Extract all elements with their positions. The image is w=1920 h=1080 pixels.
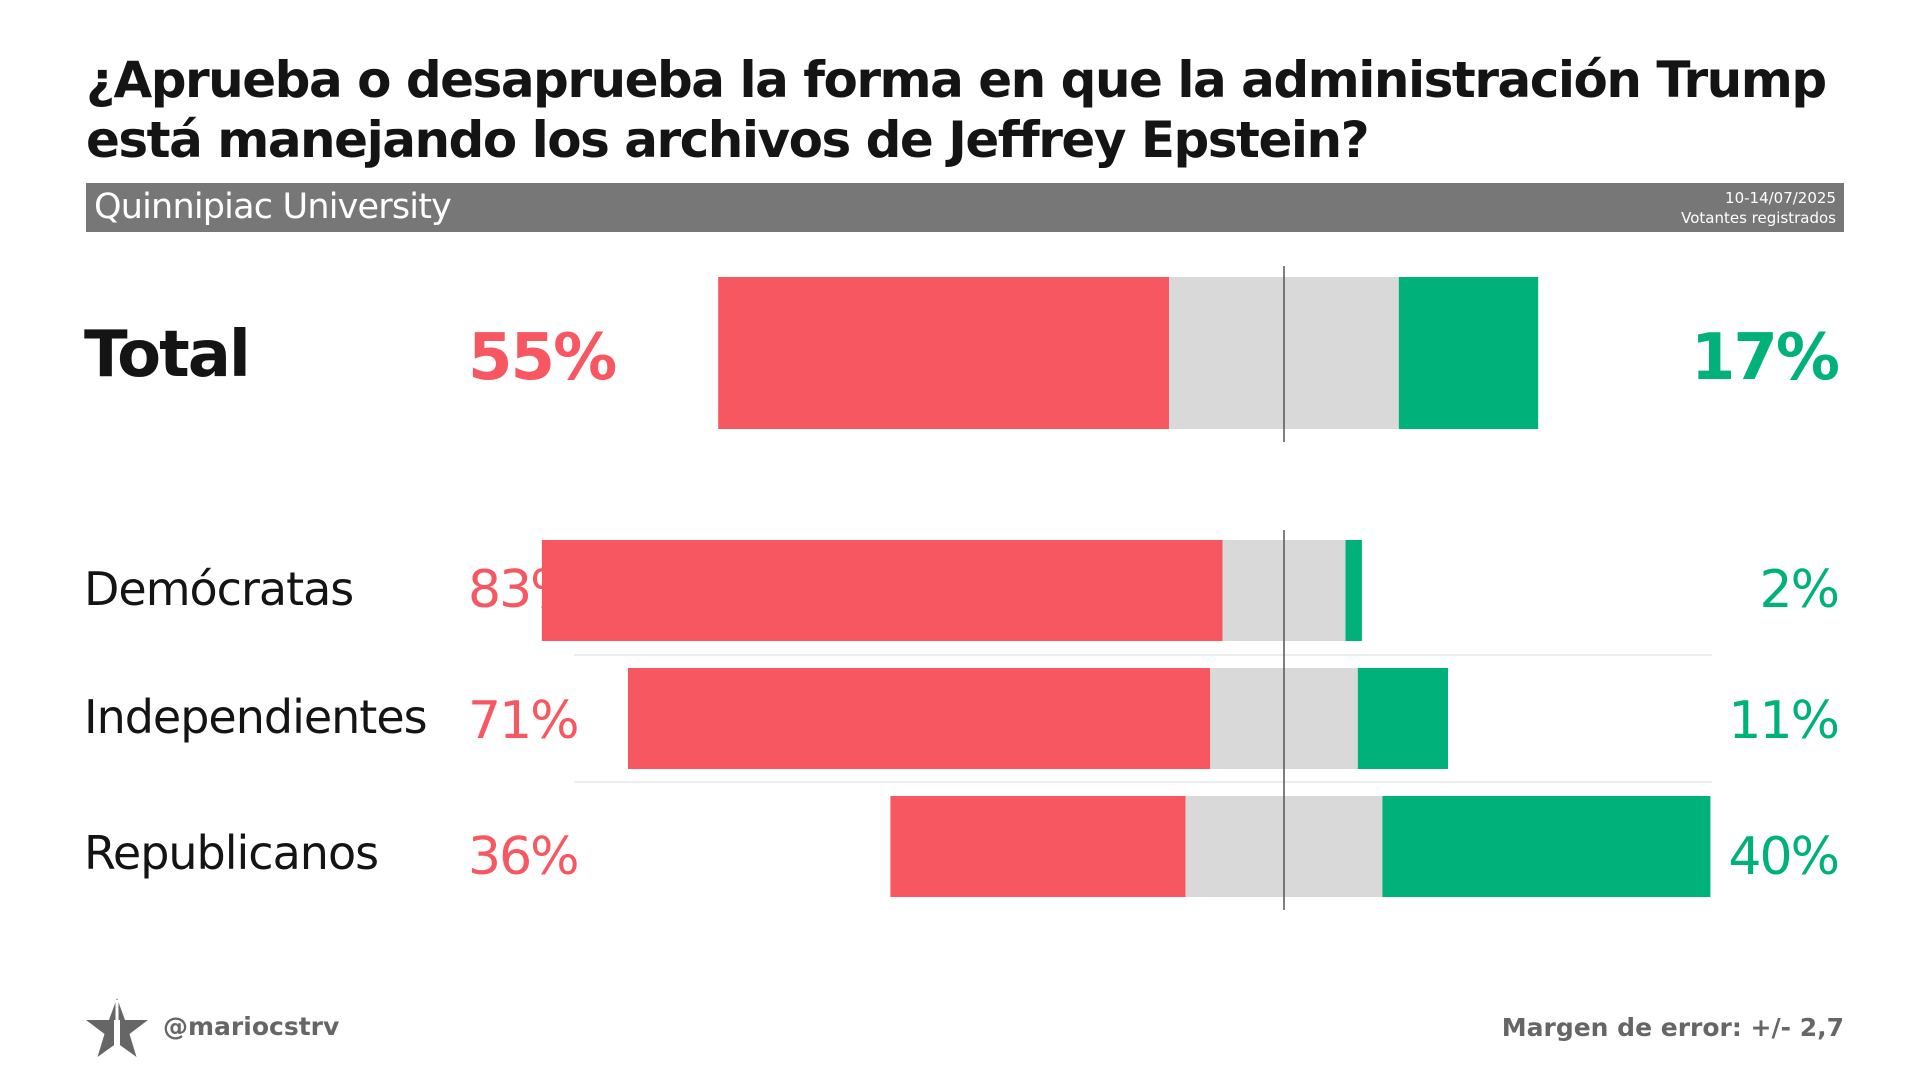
star-logo-icon [86, 998, 148, 1057]
bar-disapprove-total [718, 277, 1170, 429]
label-approve-independientes: 11% [1728, 691, 1838, 751]
bar-approve-democratas [1345, 540, 1362, 641]
source-bar: Quinnipiac University 10-14/07/2025 Vota… [86, 183, 1844, 232]
bar-approve-independientes [1357, 668, 1448, 769]
label-disapprove-democratas: 83% [468, 560, 578, 620]
label-approve-total: 17% [1691, 321, 1839, 395]
bar-approve-republicanos [1382, 796, 1711, 897]
chart-title-line-1: ¿Aprueba o desaprueba la forma en que la… [86, 51, 1827, 109]
label-disapprove-independientes: 71% [468, 691, 578, 751]
margin-of-error: Margen de error: +/- 2,7 [1501, 1013, 1844, 1042]
label-disapprove-total: 55% [468, 321, 616, 395]
category-label-total: Total [84, 318, 249, 392]
poll-dates: 10-14/07/2025 [1725, 189, 1836, 207]
author-handle: @mariocstrv [163, 1012, 340, 1041]
bar-approve-total [1398, 277, 1539, 429]
poll-population: Votantes registrados [1681, 209, 1836, 227]
label-approve-republicanos: 40% [1728, 827, 1838, 887]
bar-disapprove-republicanos [890, 796, 1186, 897]
label-approve-democratas: 2% [1760, 560, 1839, 620]
bar-disapprove-independientes [628, 668, 1211, 769]
chart-title: ¿Aprueba o desaprueba la forma en que la… [86, 50, 1866, 170]
chart-title-line-2: está manejando los archivos de Jeffrey E… [86, 111, 1370, 169]
label-disapprove-republicanos: 36% [468, 827, 578, 887]
category-label-republicanos: Republicanos [84, 826, 378, 880]
source-name: Quinnipiac University [94, 187, 452, 227]
category-label-democratas: Demócratas [84, 562, 353, 616]
bar-disapprove-democratas [541, 540, 1223, 641]
category-label-independientes: Independientes [84, 690, 427, 744]
source-meta: 10-14/07/2025 Votantes registrados [1681, 188, 1836, 228]
